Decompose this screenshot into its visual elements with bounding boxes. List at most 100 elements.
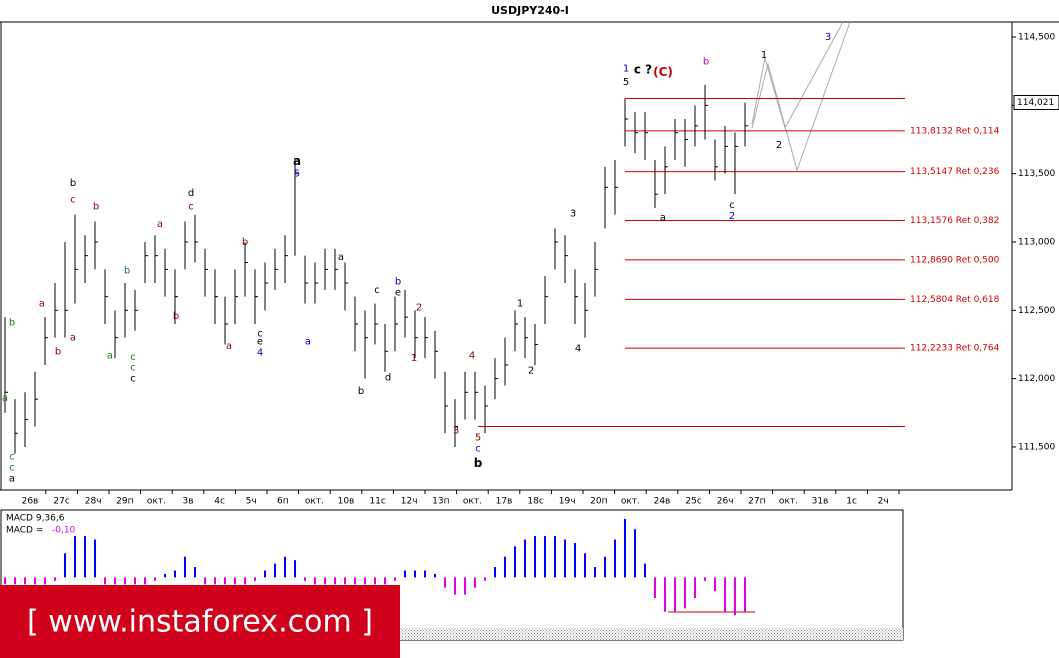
wave-label: 2 <box>416 303 422 314</box>
x-tick-label: 1с <box>846 497 857 507</box>
wave-label: 1 <box>517 298 523 309</box>
x-tick-label: 6п <box>277 497 289 507</box>
y-tick-label: 111,500 <box>1018 442 1055 452</box>
wave-label: c <box>130 374 136 385</box>
x-tick-label: 18с <box>527 497 543 507</box>
fib-label: 112,2233 Ret 0,764 <box>910 344 1000 354</box>
wave-label: b <box>70 178 76 189</box>
last-price-box <box>1013 94 1059 110</box>
wave-label: c <box>374 285 380 296</box>
wave-label: c <box>9 462 15 473</box>
wave-label: a <box>70 333 76 344</box>
macd-bar <box>564 539 566 578</box>
macd-bar <box>74 536 76 578</box>
macd-bar <box>284 556 286 578</box>
wave-label: d <box>385 372 391 383</box>
wave-label: 2 <box>729 211 735 222</box>
x-tick-label: окт. <box>621 497 640 507</box>
macd-bar <box>324 577 326 585</box>
macd-bar <box>364 577 366 585</box>
macd-bar <box>414 570 416 578</box>
wave-label: c <box>130 363 136 374</box>
wave-label: a <box>660 212 666 223</box>
x-tick-label: 20п <box>590 497 607 507</box>
wave-label: a <box>39 298 45 309</box>
x-tick-label: 5ч <box>246 497 257 507</box>
x-tick-label: 10в <box>338 497 355 507</box>
macd-bar <box>404 570 406 578</box>
wave-label: 4 <box>469 350 475 361</box>
x-tick-label: 11с <box>369 497 385 507</box>
wave-label: a <box>157 219 163 230</box>
watermark-box <box>0 585 400 658</box>
macd-bar <box>124 577 126 585</box>
x-tick-label: 27с <box>53 497 69 507</box>
macd-bar <box>734 577 736 616</box>
wave-label: 4 <box>575 344 581 355</box>
wave-label: c ? <box>634 62 652 76</box>
wave-label: e <box>257 337 263 348</box>
wave-label: 3 <box>570 208 576 219</box>
macd-bar <box>94 539 96 578</box>
macd-bar <box>254 577 256 581</box>
fib-label: 112,5804 Ret 0,618 <box>910 295 1000 305</box>
macd-bar <box>184 556 186 578</box>
wave-label: a <box>2 393 8 404</box>
x-tick-label: окт. <box>147 497 166 507</box>
wave-label: d <box>188 188 194 199</box>
x-tick-label: окт. <box>305 497 324 507</box>
y-tick-label: 112,500 <box>1018 306 1055 316</box>
x-tick-label: 25с <box>685 497 701 507</box>
x-tick-label: 27п <box>748 497 765 507</box>
x-tick-label: 4с <box>214 497 225 507</box>
wave-label: b <box>93 201 99 212</box>
macd-band <box>400 628 903 640</box>
wave-label: c <box>130 352 136 363</box>
wave-label: 2 <box>528 365 534 376</box>
wave-label: a <box>107 350 113 361</box>
wave-label: c <box>188 201 194 212</box>
macd-title: MACD 9,36,6 <box>6 514 65 524</box>
watermark: [ www.instaforex.com ] <box>27 605 373 640</box>
wave-label: b <box>474 456 483 470</box>
macd-bar <box>244 577 246 585</box>
wave-label: c <box>729 200 735 211</box>
macd-bar <box>64 553 66 578</box>
wave-label: 5 <box>623 77 629 88</box>
wave-label: c <box>70 195 76 206</box>
wave-label: c <box>257 329 263 340</box>
macd-bar <box>704 577 706 581</box>
wave-label: 3 <box>453 426 459 437</box>
macd-bar <box>444 577 446 588</box>
x-tick-label: 2ч <box>878 497 889 507</box>
macd-bar <box>204 577 206 585</box>
wave-label: 3 <box>825 32 831 43</box>
macd-bar <box>574 542 576 578</box>
wave-label: 2 <box>776 140 782 151</box>
wave-label: a <box>293 154 301 168</box>
macd-bar <box>744 577 746 612</box>
x-tick-label: 29п <box>116 497 133 507</box>
macd-bar <box>644 563 646 578</box>
macd-bar <box>344 577 346 585</box>
macd-bar <box>694 577 696 599</box>
macd-bar <box>4 577 6 585</box>
wave-label: b <box>242 237 248 248</box>
wave-label: c <box>475 443 481 454</box>
macd-bar <box>614 539 616 578</box>
fib-label: 113,1576 Ret 0,382 <box>910 216 999 226</box>
macd-value-prefix: MACD = <box>6 526 43 536</box>
projection <box>751 21 844 130</box>
y-tick-label: 113,500 <box>1018 169 1055 179</box>
macd-bar <box>154 577 156 581</box>
fib-label: 113,5147 Ret 0,236 <box>910 167 1000 177</box>
macd-bar <box>54 577 56 581</box>
y-tick-label: 114,500 <box>1018 33 1055 43</box>
macd-bar <box>684 577 686 609</box>
wave-label: a <box>338 252 344 263</box>
x-tick-label: 19ч <box>559 497 576 507</box>
x-tick-label: 26ч <box>717 497 734 507</box>
macd-bar <box>554 536 556 578</box>
macd-value: -0,10 <box>52 526 76 536</box>
